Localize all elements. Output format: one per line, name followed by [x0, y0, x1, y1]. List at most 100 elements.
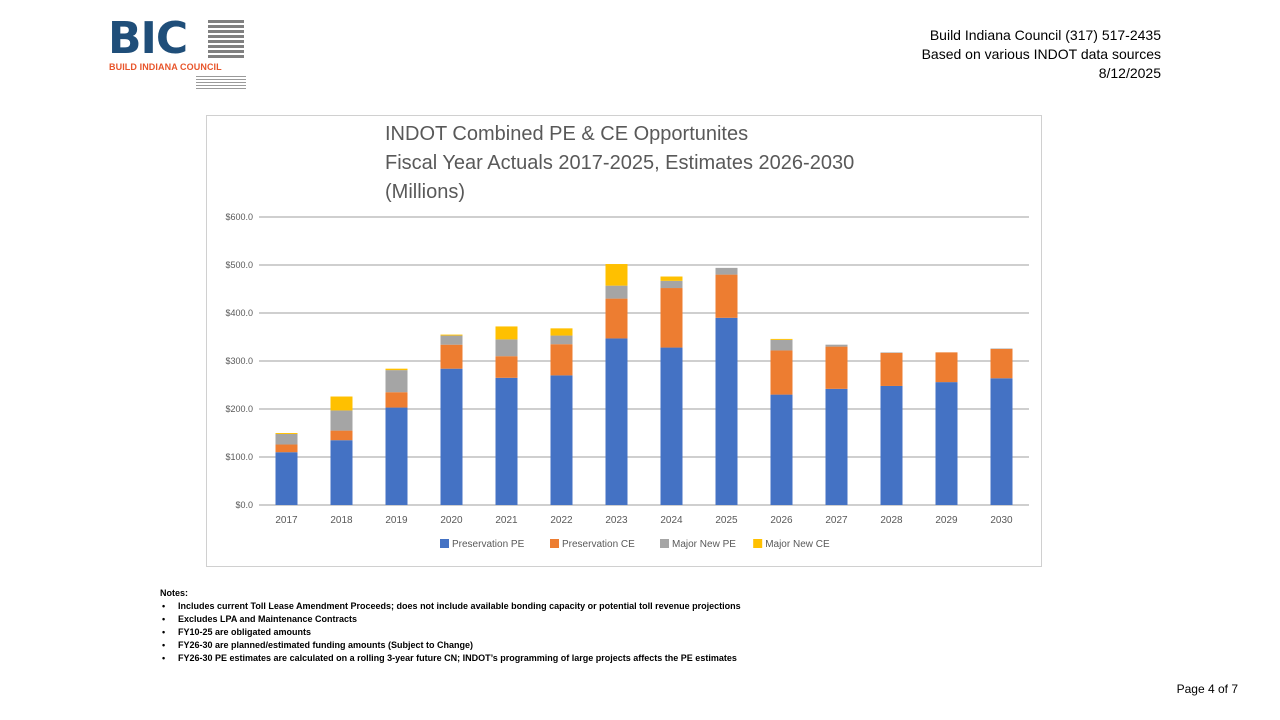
bar-segment-major-new-pe — [495, 339, 518, 357]
x-tick-label: 2018 — [330, 515, 353, 526]
bar-segment-major-new-pe — [825, 344, 848, 347]
x-tick-label: 2021 — [495, 515, 518, 526]
chart-svg: $0.0 $100.0 $200.0 $300.0 $400.0 $500.0 $600.0… — [225, 212, 1029, 550]
bar-segment-major-new-ce — [550, 328, 573, 336]
y-tick-label: $600.0 — [225, 212, 253, 222]
bic-logo: BIC BUILD INDIANA COUNCIL — [108, 16, 248, 96]
contact-line-1: Build Indiana Council (317) 517-2435 — [929, 27, 1161, 43]
x-tick-label: 2027 — [825, 515, 848, 526]
chart-frame: $0.0 $100.0 $200.0 $300.0 $400.0 $500.0 $600.0… — [206, 115, 1042, 567]
y-tick-label: $200.0 — [225, 404, 253, 414]
y-tick-label: $300.0 — [225, 356, 253, 366]
legend-swatch — [550, 539, 559, 548]
bar-segment-preservation-ce — [660, 288, 683, 348]
bar-segment-preservation-pe — [880, 385, 903, 505]
note-item: FY26-30 are planned/estimated funding am… — [160, 639, 741, 652]
bar-segment-preservation-pe — [770, 394, 793, 505]
bar-segment-preservation-ce — [715, 274, 738, 318]
x-tick-label: 2026 — [770, 515, 793, 526]
bar-segment-preservation-pe — [440, 368, 463, 505]
bar-segment-major-new-pe — [660, 280, 683, 289]
legend-label: Preservation PE — [452, 539, 525, 550]
bar-segment-preservation-ce — [880, 352, 903, 386]
logo-abbreviation: BIC — [108, 13, 188, 64]
note-item: Includes current Toll Lease Amendment Pr… — [160, 600, 741, 613]
bar-segment-preservation-pe — [935, 382, 958, 505]
x-tick-label: 2028 — [880, 515, 903, 526]
logo-state-outline — [196, 76, 246, 92]
x-tick-label: 2024 — [660, 515, 683, 526]
bar-segment-preservation-ce — [605, 298, 628, 339]
bar-segment-major-new-pe — [440, 335, 463, 345]
chart-title-line-3: (Millions) — [385, 181, 465, 203]
bar-segment-preservation-pe — [275, 452, 298, 505]
logo-name: BUILD INDIANA COUNCIL — [109, 62, 222, 72]
x-tick-label: 2023 — [605, 515, 628, 526]
notes-list: Includes current Toll Lease Amendment Pr… — [160, 600, 741, 665]
bar-segment-major-new-ce — [605, 264, 628, 286]
chart-title: INDOT Combined PE & CE Opportunites Fisc… — [385, 120, 854, 207]
bar-segment-preservation-ce — [770, 350, 793, 395]
note-item: FY10-25 are obligated amounts — [160, 626, 741, 639]
x-tick-label: 2019 — [385, 515, 408, 526]
x-tick-label: 2022 — [550, 515, 573, 526]
bar-segment-preservation-ce — [495, 356, 518, 378]
bar-segment-preservation-ce — [550, 344, 573, 376]
x-tick-label: 2020 — [440, 515, 463, 526]
bar-segment-major-new-pe — [275, 433, 298, 445]
bar-segment-preservation-pe — [550, 375, 573, 505]
bar-segment-preservation-ce — [935, 352, 958, 383]
bar-segment-major-new-ce — [660, 276, 683, 281]
notes: Notes: Includes current Toll Lease Amend… — [160, 587, 741, 665]
bar-segment-major-new-ce — [275, 433, 298, 434]
bar-segment-preservation-ce — [825, 346, 848, 389]
legend-swatch — [440, 539, 449, 548]
x-tick-label: 2030 — [990, 515, 1013, 526]
legend-label: Major New CE — [765, 539, 830, 550]
page-number: Page 4 of 7 — [1176, 682, 1238, 696]
notes-heading: Notes: — [160, 588, 189, 598]
y-tick-label: $0.0 — [235, 500, 253, 510]
bar-segment-preservation-pe — [330, 440, 353, 505]
note-item: FY26-30 PE estimates are calculated on a… — [160, 652, 741, 665]
contact-info: Build Indiana Council (317) 517-2435 Bas… — [922, 26, 1161, 83]
x-tick-label: 2017 — [275, 515, 298, 526]
chart-title-line-2: Fiscal Year Actuals 2017-2025, Estimates… — [385, 152, 855, 174]
bar-segment-major-new-ce — [385, 368, 408, 371]
logo-stripes — [208, 20, 244, 60]
bar-segment-preservation-ce — [275, 444, 298, 453]
legend-label: Preservation CE — [562, 539, 635, 550]
bar-segment-major-new-ce — [330, 396, 353, 411]
bar-segment-major-new-ce — [770, 338, 793, 340]
report-date: 8/12/2025 — [1098, 65, 1161, 81]
bar-segment-preservation-pe — [385, 407, 408, 505]
chart-title-line-1: INDOT Combined PE & CE Opportunites — [385, 123, 749, 145]
note-item: Excludes LPA and Maintenance Contracts — [160, 613, 741, 626]
bar-segment-preservation-ce — [440, 344, 463, 369]
x-tick-label: 2029 — [935, 515, 958, 526]
legend-label: Major New PE — [672, 539, 736, 550]
bar-segment-preservation-ce — [385, 392, 408, 408]
y-tick-label: $400.0 — [225, 308, 253, 318]
y-tick-label: $100.0 — [225, 452, 253, 462]
bar-segment-major-new-pe — [385, 370, 408, 393]
bar-segment-preservation-pe — [715, 317, 738, 505]
bar-segment-preservation-ce — [330, 430, 353, 441]
bar-segment-preservation-pe — [605, 338, 628, 505]
bar-segment-major-new-ce — [440, 334, 463, 336]
bar-segment-preservation-pe — [825, 388, 848, 505]
bar-segment-preservation-pe — [660, 347, 683, 505]
contact-line-2: Based on various INDOT data sources — [921, 46, 1161, 62]
bar-segment-major-new-pe — [605, 285, 628, 299]
bar-segment-major-new-pe — [770, 339, 793, 351]
bar-segment-preservation-ce — [990, 349, 1013, 379]
bar-segment-major-new-pe — [550, 335, 573, 345]
legend-swatch — [660, 539, 669, 548]
bar-segment-major-new-pe — [330, 410, 353, 431]
x-tick-label: 2025 — [715, 515, 738, 526]
bar-segment-preservation-pe — [495, 377, 518, 505]
y-tick-label: $500.0 — [225, 260, 253, 270]
bar-segment-preservation-pe — [990, 378, 1013, 505]
bar-segment-major-new-pe — [715, 267, 738, 275]
legend-swatch — [753, 539, 763, 548]
